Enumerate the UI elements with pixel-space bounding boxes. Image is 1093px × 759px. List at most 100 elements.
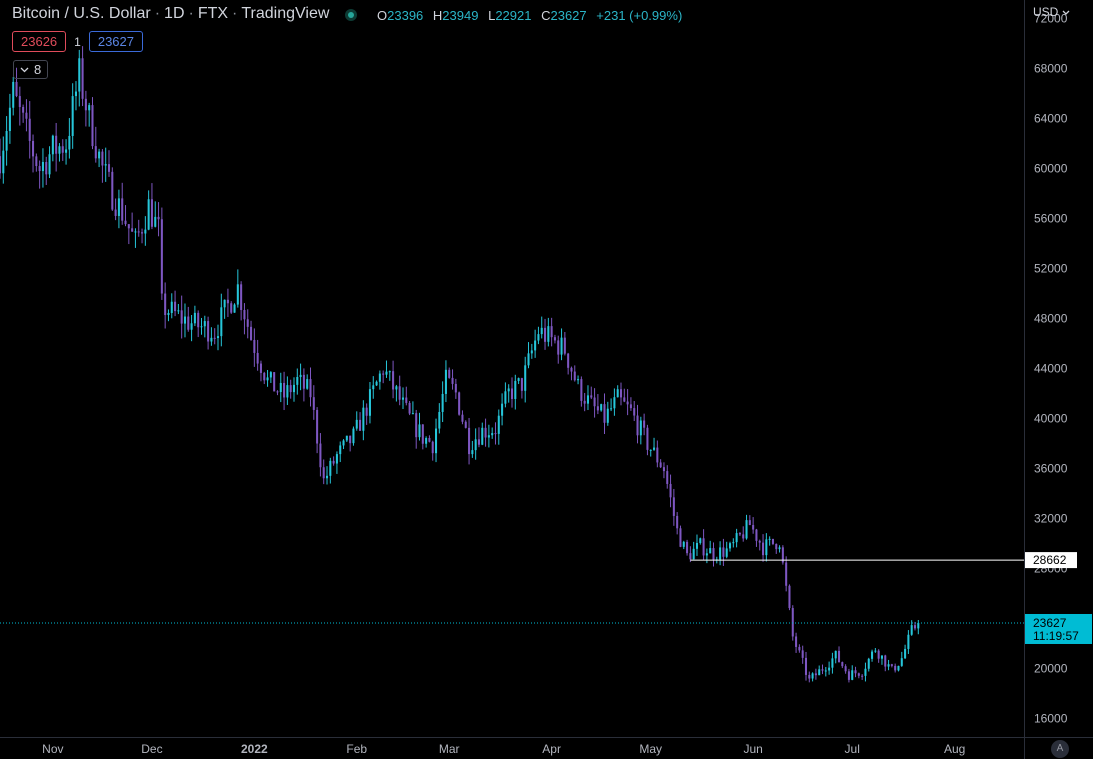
candle-body [722, 547, 725, 557]
candle-body [844, 666, 847, 672]
currency-selector[interactable]: USD [1033, 5, 1070, 19]
candle-body [273, 372, 276, 392]
candle-body [907, 634, 910, 649]
candle-body [643, 420, 646, 428]
candle-body [781, 547, 784, 563]
candle-body [752, 525, 755, 530]
candle-body [880, 655, 883, 659]
candle-body [613, 397, 616, 409]
candle-body [831, 658, 834, 668]
candle-body [732, 542, 735, 544]
candle-body [408, 402, 411, 414]
candle-body [415, 413, 418, 438]
candle-body [296, 377, 299, 385]
candle-body [111, 171, 114, 210]
high-value: 23949 [442, 8, 479, 23]
auto-scale-button[interactable]: A [1051, 740, 1069, 758]
low-label: L [488, 8, 496, 23]
candle-body [104, 164, 107, 166]
candle-body [398, 386, 401, 400]
candle-body [444, 369, 447, 394]
candle-body [765, 539, 768, 556]
candle-body [629, 404, 632, 409]
y-tick-label: 32000 [1034, 511, 1068, 525]
candle-body [468, 427, 471, 455]
x-tick-label: 2022 [241, 742, 268, 756]
candle-body [841, 662, 844, 667]
candle-body [309, 379, 312, 398]
market-status-icon[interactable] [345, 9, 357, 21]
last-price-label: 23627 [1033, 616, 1067, 630]
candle-body [791, 608, 794, 637]
source: TradingView [241, 5, 330, 22]
candle-body [243, 309, 246, 320]
candle-body [897, 665, 900, 671]
candle-body [91, 105, 94, 147]
candle-body [514, 380, 517, 399]
candle-body [639, 420, 642, 436]
candle-body [712, 548, 715, 560]
candle-body [537, 334, 540, 341]
candle-body [735, 533, 738, 543]
candle-body [266, 377, 269, 381]
candle-body [798, 646, 801, 651]
candle-body [900, 658, 903, 666]
symbol-title[interactable]: Bitcoin / U.S. Dollar · 1D · FTX · TradingView [12, 5, 330, 22]
candle-body [12, 81, 15, 108]
candle-body [385, 371, 388, 375]
candle-body [71, 96, 74, 136]
candle-body [828, 667, 831, 671]
buy-button[interactable]: 23627 [88, 31, 143, 52]
candle-body [78, 58, 81, 92]
candle-body [441, 393, 444, 412]
candle-body [762, 542, 765, 556]
candle-body [58, 146, 61, 154]
candle-body [619, 389, 623, 398]
candle-body [520, 378, 523, 391]
candle-body [524, 365, 527, 391]
candle-body [458, 392, 461, 415]
candle-body [517, 378, 520, 381]
candle-body [0, 156, 2, 174]
candle-body [610, 408, 613, 410]
candle-body [55, 135, 58, 154]
candle-body [94, 146, 97, 159]
candle-body [491, 433, 494, 436]
candle-body [375, 381, 378, 386]
candle-body [256, 352, 259, 364]
y-tick-label: 52000 [1034, 262, 1068, 276]
candle-body [180, 310, 183, 324]
candle-body [193, 312, 196, 324]
candle-body [428, 438, 431, 442]
currency-label: USD [1033, 5, 1059, 19]
horizontal-line-label-box [1025, 552, 1077, 569]
candle-body [48, 154, 51, 175]
candle-body [279, 382, 282, 393]
candle-body [286, 385, 289, 398]
interval[interactable]: 1D [164, 5, 185, 22]
candle-body [600, 404, 603, 411]
candle-body [603, 404, 606, 423]
candle-body [501, 403, 504, 416]
sell-button[interactable]: 23626 [12, 31, 67, 52]
candle-body [818, 669, 821, 676]
candle-body [507, 388, 510, 392]
candle-body [365, 407, 368, 416]
candle-body [481, 427, 484, 445]
candle-body [425, 438, 428, 444]
candle-body [362, 407, 365, 431]
candle-body [686, 541, 689, 554]
y-tick-label: 44000 [1034, 362, 1068, 376]
y-tick-label: 56000 [1034, 212, 1068, 226]
candle-body [378, 373, 381, 382]
trade-panel: 23626 1 23627 [12, 31, 143, 52]
candle-body [689, 553, 692, 560]
candle-body [890, 664, 893, 666]
candle-body [494, 433, 497, 435]
candle-body [497, 415, 500, 434]
candle-body [319, 443, 322, 468]
candle-body [114, 209, 117, 216]
indicators-toggle-button[interactable]: 8 [13, 60, 49, 79]
candle-body [216, 336, 220, 339]
